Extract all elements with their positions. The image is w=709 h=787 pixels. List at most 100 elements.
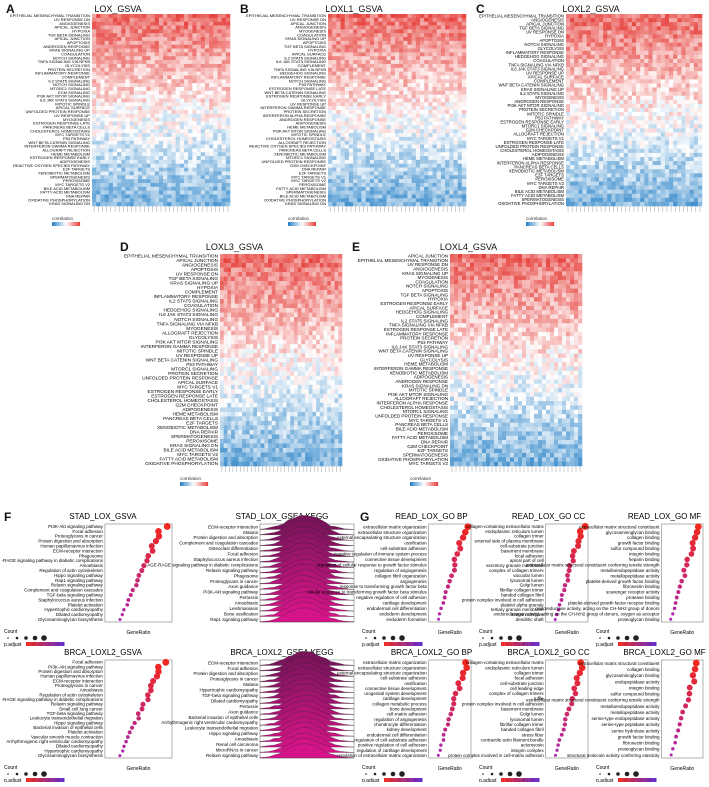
heatmap-cell [341, 45, 345, 49]
heatmap-cell [603, 96, 607, 100]
heatmap-cell [453, 64, 457, 68]
heatmap-cell [105, 18, 109, 22]
heatmap-cell [428, 160, 432, 164]
legend-swatch [295, 222, 297, 226]
heatmap-cell [222, 156, 226, 160]
heatmap-cell [681, 79, 685, 83]
heatmap-cell [125, 22, 129, 26]
heatmap-cell [624, 63, 628, 67]
heatmap-cell [407, 168, 411, 172]
heatmap-cell [171, 18, 175, 22]
heatmap-cell [184, 198, 188, 202]
heatmap-cell [582, 22, 586, 26]
heatmap-cell [353, 183, 357, 187]
heatmap-cell [653, 177, 657, 181]
heatmap-cell [113, 164, 117, 168]
heatmap-cell [176, 114, 180, 118]
heatmap-cell [694, 59, 698, 63]
heatmap-cell [205, 75, 209, 79]
heatmap-cell [328, 45, 332, 49]
heatmap-cell [624, 92, 628, 96]
heatmap-cell [345, 98, 349, 102]
heatmap-cell [167, 122, 171, 126]
heatmap-cell [96, 141, 100, 145]
heatmap-cell [125, 156, 129, 160]
heatmap-cell [648, 100, 652, 104]
heatmap-cell [615, 83, 619, 87]
heatmap-cell [370, 171, 374, 175]
heatmap-cell [336, 49, 340, 53]
heatmap-cell [188, 145, 192, 149]
heatmap-cell [328, 191, 332, 195]
heatmap-cell [407, 33, 411, 37]
heatmap-cell [615, 145, 619, 149]
heatmap-cell [121, 133, 125, 137]
heatmap-cell [599, 153, 603, 157]
heatmap-cell [151, 141, 155, 145]
heatmap-cell [167, 194, 171, 198]
heatmap-cell [416, 14, 420, 18]
heatmap-cell [205, 187, 209, 191]
heatmap-cell [620, 132, 624, 136]
heatmap-cell [624, 59, 628, 63]
heatmap-cell [222, 79, 226, 83]
heatmap-cell [92, 102, 96, 106]
heatmap-cell [449, 114, 453, 118]
heatmap-cell [345, 198, 349, 202]
heatmap-cell [353, 95, 357, 99]
heatmap-cell [226, 198, 230, 202]
heatmap-cell [681, 22, 685, 26]
heatmap-cell [657, 92, 661, 96]
heatmap-cell [109, 183, 113, 187]
heatmap-cell [677, 132, 681, 136]
heatmap-cell [332, 26, 336, 30]
heatmap-cell [620, 67, 624, 71]
heatmap-cell [453, 41, 457, 45]
heatmap-cell [332, 171, 336, 175]
heatmap-cell [587, 116, 591, 120]
heatmap-cell [653, 108, 657, 112]
heatmap-cell [201, 187, 205, 191]
heatmap-cell [226, 168, 230, 172]
heatmap-cell [657, 26, 661, 30]
heatmap-cell [222, 68, 226, 72]
heatmap-cell [690, 108, 694, 112]
heatmap-cell [458, 168, 462, 172]
heatmap-cell [595, 120, 599, 124]
heatmap-cell [341, 83, 345, 87]
heatmap-cell [566, 88, 570, 92]
heatmap-cell [125, 29, 129, 33]
heatmap-cell [673, 75, 677, 79]
heatmap-cell [109, 91, 113, 95]
heatmap-cell [407, 118, 411, 122]
heatmap-cell [374, 87, 378, 91]
heatmap-cell [403, 148, 407, 152]
heatmap-cell [611, 149, 615, 153]
heatmap-cell [669, 165, 673, 169]
heatmap-cell [416, 95, 420, 99]
heatmap-cell [599, 100, 603, 104]
heatmap-cell [587, 43, 591, 47]
heatmap-cell [345, 168, 349, 172]
heatmap-cell [134, 87, 138, 91]
heatmap-cell [624, 14, 628, 18]
heatmap-cell [155, 194, 159, 198]
heatmap-cell [197, 14, 201, 18]
heatmap-cell [395, 87, 399, 91]
heatmap-cell [391, 18, 395, 22]
heatmap-cell [155, 68, 159, 72]
heatmap-cell [96, 41, 100, 45]
heatmap-cell [217, 87, 221, 91]
heatmap-cell [353, 160, 357, 164]
heatmap-cell [644, 116, 648, 120]
heatmap-cell [361, 156, 365, 160]
heatmap-cell [209, 198, 213, 202]
heatmap-cell [458, 110, 462, 114]
heatmap-cell [213, 87, 217, 91]
heatmap-cell [636, 63, 640, 67]
heatmap-cell [180, 37, 184, 41]
heatmap-cell [155, 202, 159, 206]
heatmap-cell [176, 183, 180, 187]
heatmap-cell [420, 160, 424, 164]
heatmap-cell [176, 137, 180, 141]
